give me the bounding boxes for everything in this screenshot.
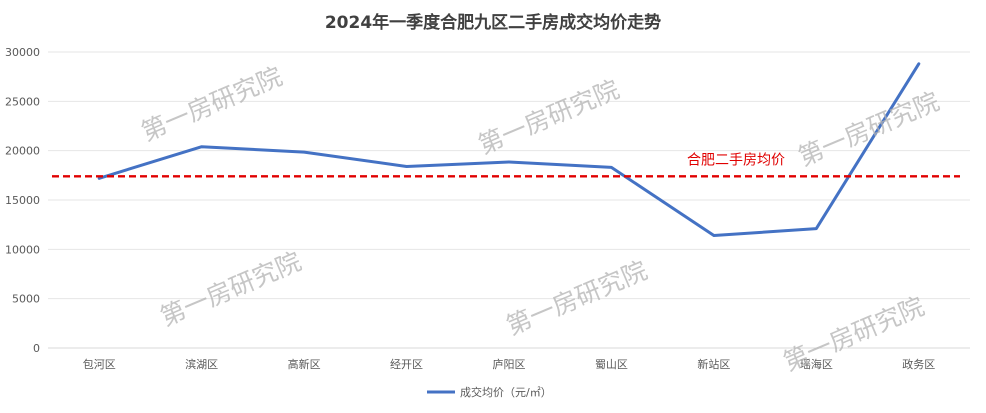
legend-label: 成交均价（元/㎡） bbox=[460, 385, 552, 399]
y-tick-label: 30000 bbox=[5, 46, 40, 59]
chart-title: 2024年一季度合肥九区二手房成交均价走势 bbox=[325, 12, 661, 33]
y-tick-label: 15000 bbox=[5, 194, 40, 207]
y-tick-label: 25000 bbox=[5, 95, 40, 108]
x-tick-label: 政务区 bbox=[902, 357, 935, 371]
x-tick-label: 庐阳区 bbox=[493, 357, 526, 371]
watermark-text: 第一房研究院 bbox=[474, 75, 623, 160]
x-tick-label: 瑶海区 bbox=[800, 357, 833, 371]
watermark-text: 第一房研究院 bbox=[156, 247, 305, 332]
watermark-text: 第一房研究院 bbox=[137, 62, 286, 147]
x-tick-label: 滨湖区 bbox=[185, 357, 218, 371]
x-tick-label: 蜀山区 bbox=[595, 358, 628, 371]
gridlines bbox=[48, 51, 970, 349]
watermark-text: 第一房研究院 bbox=[794, 87, 943, 172]
x-tick-label: 经开区 bbox=[390, 358, 423, 371]
y-tick-label: 0 bbox=[33, 342, 40, 355]
series-layer bbox=[97, 62, 921, 237]
legend: 成交均价（元/㎡） bbox=[427, 385, 552, 399]
y-tick-label: 5000 bbox=[12, 293, 40, 306]
x-axis: 包河区 滨湖区 高新区 经开区 庐阳区 蜀山区 新站区 瑶海区 政务区 bbox=[83, 357, 936, 371]
y-tick-label: 20000 bbox=[5, 145, 40, 158]
x-tick-label: 包河区 bbox=[83, 358, 116, 371]
y-tick-label: 10000 bbox=[5, 243, 40, 256]
x-tick-label: 新站区 bbox=[697, 357, 730, 371]
x-tick-label: 高新区 bbox=[288, 357, 321, 371]
reference-line-label: 合肥二手房均价 bbox=[687, 152, 785, 168]
y-axis: 0 5000 10000 15000 20000 25000 30000 bbox=[5, 46, 40, 355]
reference-line-group: 合肥二手房均价 bbox=[52, 152, 960, 178]
